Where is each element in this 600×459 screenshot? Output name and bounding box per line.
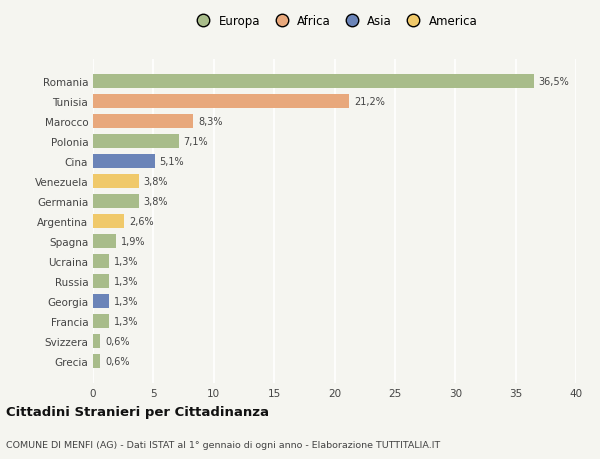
Legend: Europa, Africa, Asia, America: Europa, Africa, Asia, America xyxy=(187,11,482,33)
Text: 1,9%: 1,9% xyxy=(121,236,145,246)
Bar xyxy=(93,254,109,269)
Text: 1,3%: 1,3% xyxy=(113,317,138,326)
Text: 5,1%: 5,1% xyxy=(160,157,184,167)
Bar xyxy=(93,314,109,329)
Bar xyxy=(93,354,100,369)
Text: 3,8%: 3,8% xyxy=(144,196,168,207)
Bar xyxy=(93,154,155,168)
Text: 0,6%: 0,6% xyxy=(105,336,130,347)
Text: Cittadini Stranieri per Cittadinanza: Cittadini Stranieri per Cittadinanza xyxy=(6,405,269,419)
Text: 7,1%: 7,1% xyxy=(184,136,208,146)
Text: COMUNE DI MENFI (AG) - Dati ISTAT al 1° gennaio di ogni anno - Elaborazione TUTT: COMUNE DI MENFI (AG) - Dati ISTAT al 1° … xyxy=(6,441,440,449)
Bar xyxy=(93,274,109,289)
Bar xyxy=(93,195,139,208)
Text: 1,3%: 1,3% xyxy=(113,297,138,307)
Text: 21,2%: 21,2% xyxy=(354,96,385,106)
Bar xyxy=(93,295,109,308)
Bar xyxy=(93,235,116,248)
Text: 1,3%: 1,3% xyxy=(113,257,138,267)
Text: 2,6%: 2,6% xyxy=(129,217,154,226)
Bar xyxy=(93,95,349,108)
Text: 3,8%: 3,8% xyxy=(144,176,168,186)
Text: 1,3%: 1,3% xyxy=(113,276,138,286)
Bar xyxy=(93,114,193,129)
Text: 0,6%: 0,6% xyxy=(105,357,130,367)
Bar xyxy=(93,174,139,189)
Text: 8,3%: 8,3% xyxy=(198,117,223,126)
Bar xyxy=(93,74,534,89)
Text: 36,5%: 36,5% xyxy=(539,76,569,86)
Bar xyxy=(93,214,124,229)
Bar xyxy=(93,335,100,348)
Bar xyxy=(93,134,179,148)
